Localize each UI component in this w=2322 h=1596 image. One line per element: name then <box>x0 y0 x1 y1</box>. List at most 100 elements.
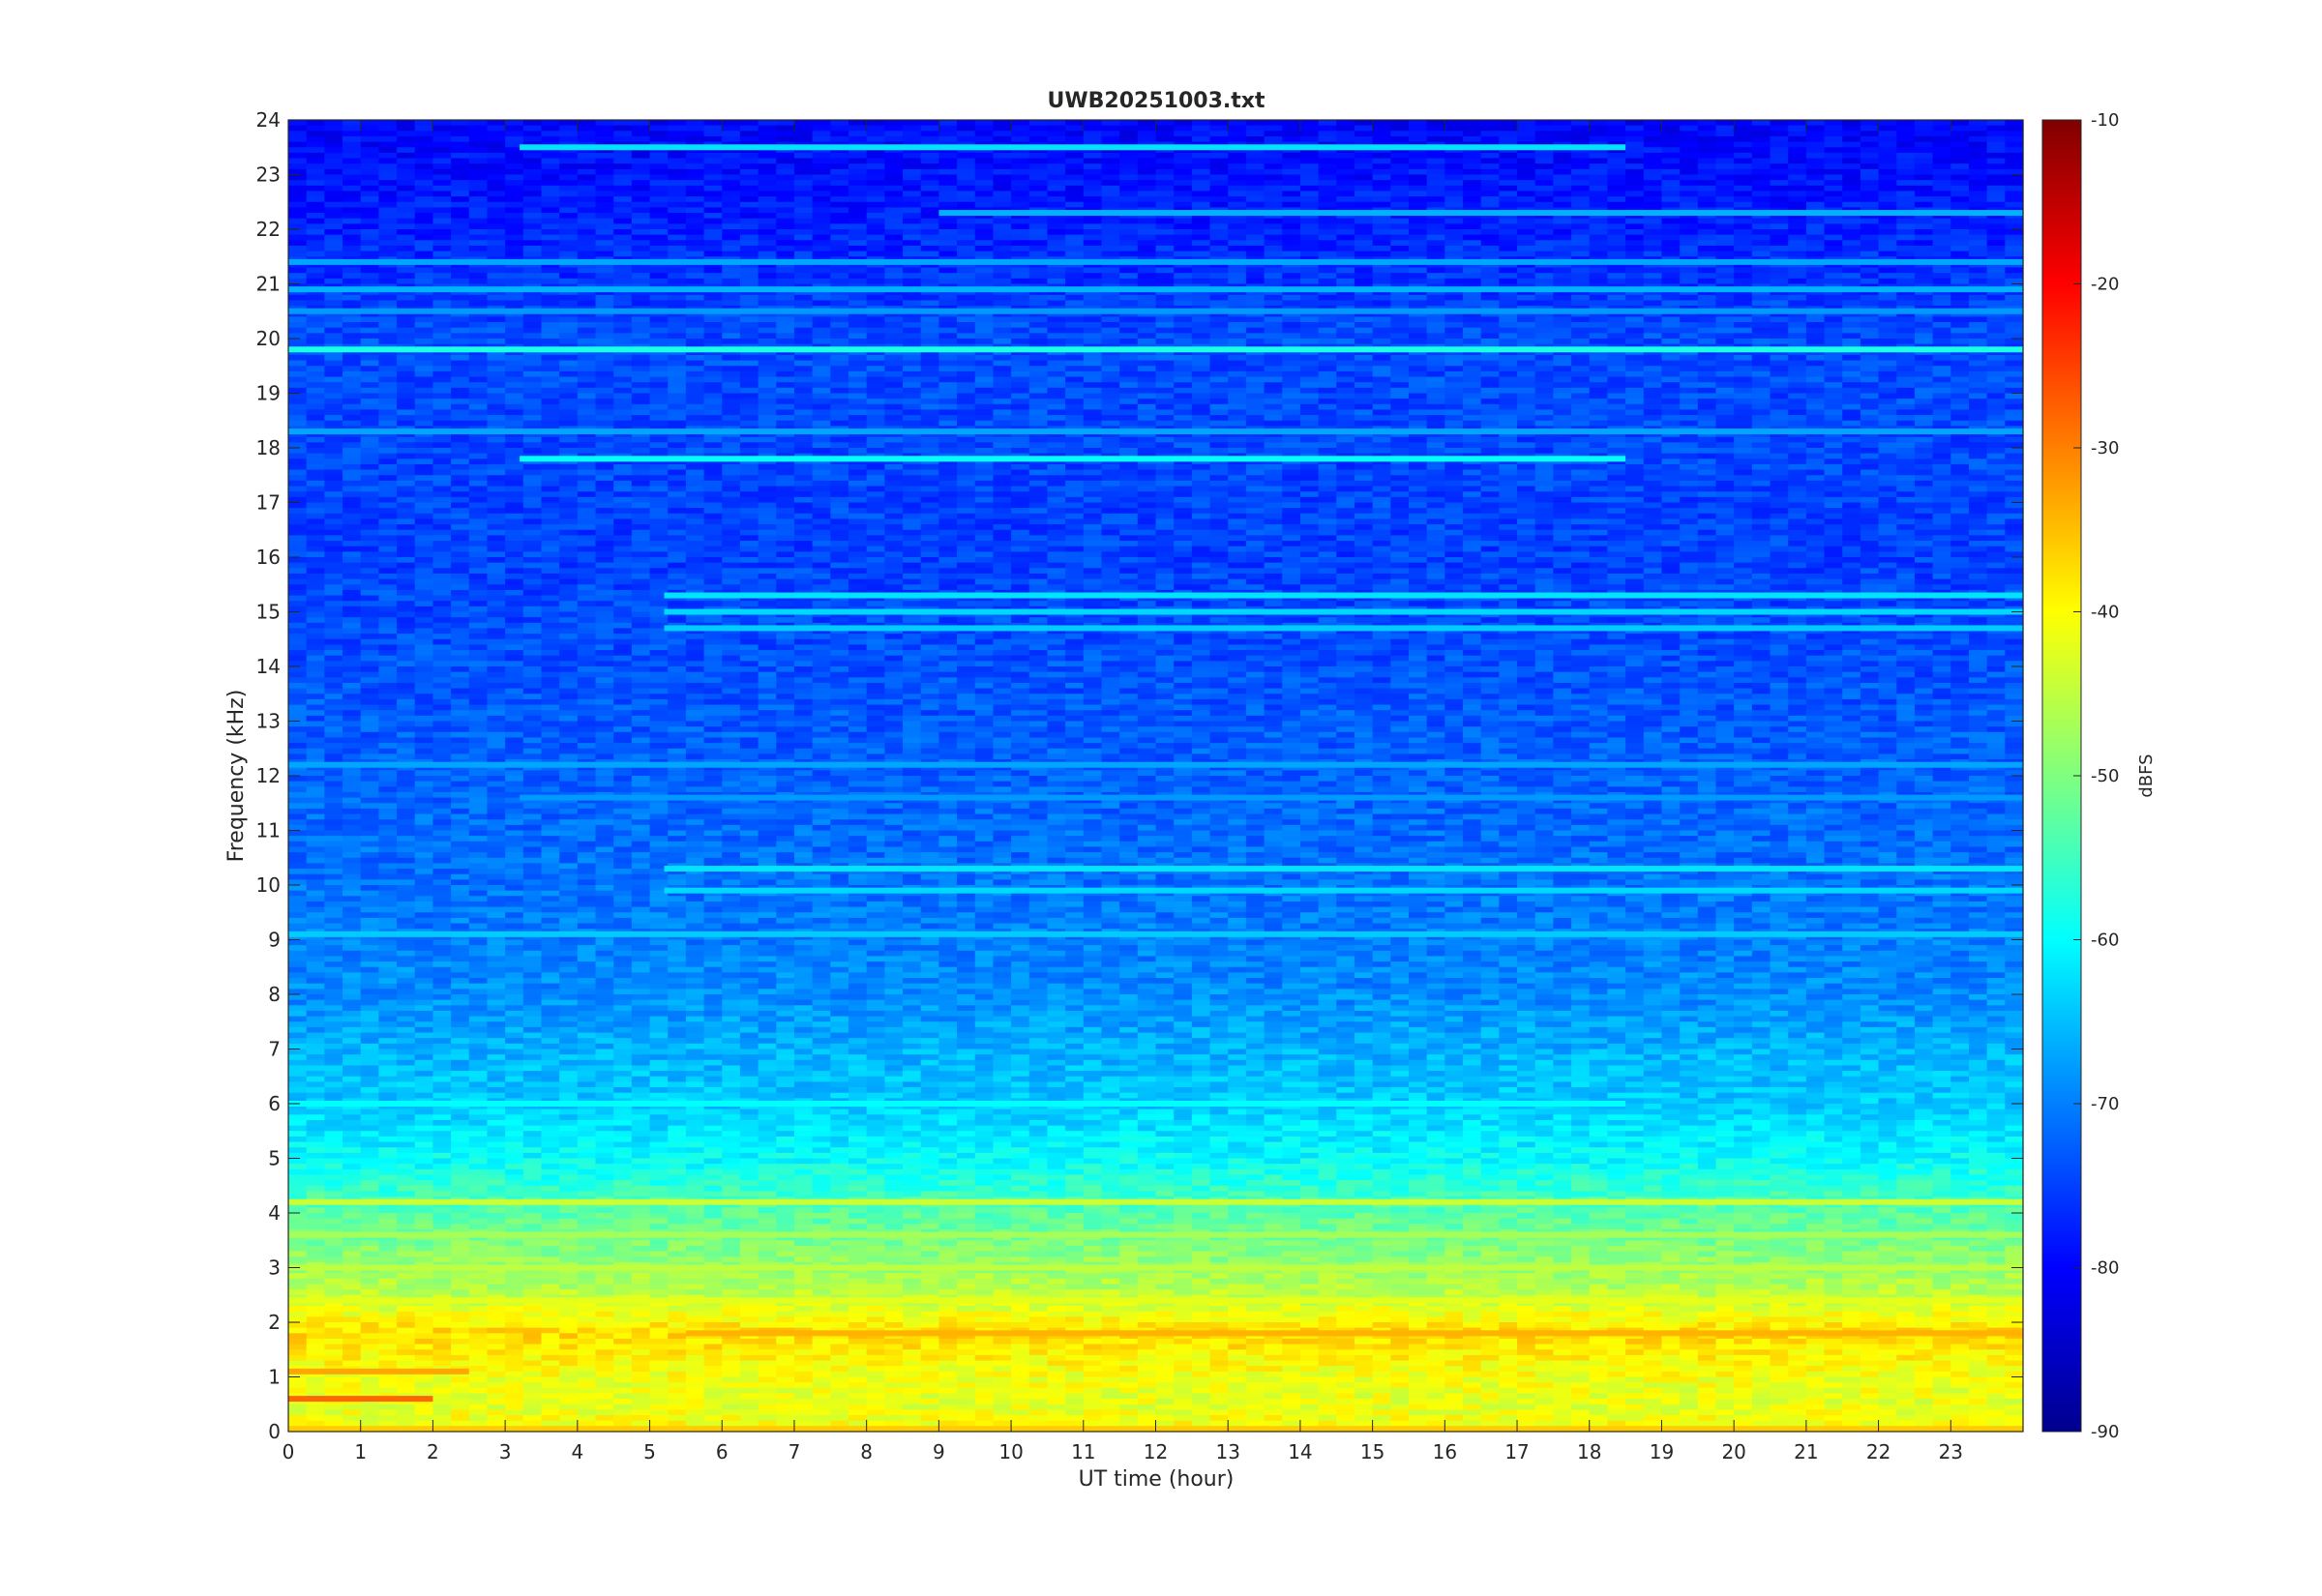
heatmap-cell <box>1697 393 1717 399</box>
heatmap-cell <box>1119 327 1139 334</box>
heatmap-cell <box>1680 393 1699 399</box>
heatmap-cell <box>1065 316 1085 323</box>
heatmap-cell <box>1534 201 1554 208</box>
heatmap-cell <box>288 223 308 230</box>
heatmap-cell <box>993 201 1012 208</box>
heatmap-cell <box>1137 382 1157 389</box>
heatmap-cell <box>758 300 777 307</box>
heatmap-cell <box>342 366 362 372</box>
heatmap-cell <box>1770 120 1789 127</box>
heatmap-cell <box>1553 310 1572 317</box>
heatmap-cell <box>1896 135 1916 143</box>
heatmap-cell <box>1517 289 1536 296</box>
heatmap-cell <box>1625 163 1645 170</box>
heatmap-cell <box>1372 273 1391 280</box>
heatmap-cell <box>1083 278 1103 285</box>
heatmap-cell <box>1299 289 1320 296</box>
heatmap-cell <box>1824 135 1843 143</box>
heatmap-cell <box>830 333 849 340</box>
heatmap-cell <box>1065 152 1085 160</box>
heatmap-cell <box>1643 316 1663 323</box>
heatmap-cell <box>1083 196 1103 203</box>
heatmap-cell <box>993 218 1012 224</box>
heatmap-cell <box>1643 223 1663 230</box>
heatmap-cell <box>776 234 795 241</box>
heatmap-cell <box>1318 382 1337 389</box>
heatmap-cell <box>884 240 904 247</box>
heatmap-cell <box>1914 213 1934 220</box>
heatmap-cell <box>1824 360 1843 367</box>
heatmap-cell <box>1408 376 1428 383</box>
heatmap-cell <box>848 376 868 383</box>
heatmap-cell <box>306 393 325 399</box>
heatmap-cell <box>1715 201 1735 208</box>
heatmap-cell <box>793 234 814 241</box>
heatmap-cell <box>1011 289 1030 296</box>
heatmap-cell <box>812 218 831 224</box>
heatmap-cell <box>397 240 416 247</box>
heatmap-cell <box>1968 267 1988 274</box>
heatmap-cell <box>993 278 1012 285</box>
heatmap-cell <box>739 213 759 220</box>
heatmap-cell <box>577 339 597 345</box>
heatmap-cell <box>324 131 343 137</box>
heatmap-cell <box>414 354 434 362</box>
heatmap-cell <box>288 349 308 356</box>
heatmap-cell <box>613 218 633 224</box>
heatmap-cell <box>884 316 904 323</box>
heatmap-cell <box>1028 327 1049 334</box>
heatmap-cell <box>1155 393 1175 399</box>
heatmap-cell <box>1824 339 1843 345</box>
heatmap-cell <box>414 393 434 399</box>
heatmap-cell <box>993 185 1012 192</box>
heatmap-cell <box>830 349 849 356</box>
heatmap-cell <box>505 185 524 192</box>
heatmap-cell <box>866 399 885 405</box>
heatmap-cell <box>993 370 1012 378</box>
heatmap-cell <box>739 168 759 176</box>
heatmap-cell <box>1932 223 1951 230</box>
heatmap-cell <box>577 327 597 334</box>
heatmap-cell <box>342 370 362 378</box>
heatmap-cell <box>668 339 687 345</box>
heatmap-cell <box>1028 322 1049 329</box>
heatmap-cell <box>848 147 868 154</box>
heatmap-cell <box>1444 152 1464 160</box>
heatmap-cell <box>595 163 614 170</box>
heatmap-cell <box>306 403 325 411</box>
heatmap-cell <box>1336 289 1355 296</box>
heatmap-cell <box>1264 327 1283 334</box>
heatmap-cell <box>1534 234 1554 241</box>
heatmap-cell <box>1426 120 1445 127</box>
heatmap-cell <box>1517 261 1536 269</box>
heatmap-cell <box>1805 339 1826 345</box>
heatmap-cell <box>360 267 379 274</box>
heatmap-cell <box>1390 366 1410 372</box>
heatmap-cell <box>758 174 777 181</box>
heatmap-cell <box>1282 135 1301 143</box>
heatmap-cell <box>722 294 741 302</box>
heatmap-cell <box>1137 399 1157 405</box>
heatmap-cell <box>938 310 958 317</box>
heatmap-cell <box>1932 229 1951 236</box>
heatmap-cell <box>432 354 452 362</box>
heatmap-cell <box>577 376 597 383</box>
heatmap-cell <box>1336 322 1355 329</box>
heatmap-cell <box>1011 135 1030 143</box>
heatmap-cell <box>522 191 543 197</box>
heatmap-cell <box>1444 120 1464 127</box>
heatmap-cell <box>793 120 814 127</box>
heatmap-cell <box>1625 349 1645 356</box>
heatmap-cell <box>1444 223 1464 230</box>
heatmap-cell <box>1517 382 1536 389</box>
heatmap-cell <box>288 234 308 241</box>
heatmap-cell <box>1625 310 1645 317</box>
heatmap-cell <box>378 207 398 214</box>
heatmap-cell <box>1155 191 1175 197</box>
heatmap-cell <box>432 399 452 405</box>
heatmap-cell <box>1372 316 1391 323</box>
heatmap-cell <box>1950 310 1970 317</box>
heatmap-cell <box>957 278 976 285</box>
heatmap-cell <box>1680 147 1699 154</box>
heatmap-cell <box>1101 316 1120 323</box>
